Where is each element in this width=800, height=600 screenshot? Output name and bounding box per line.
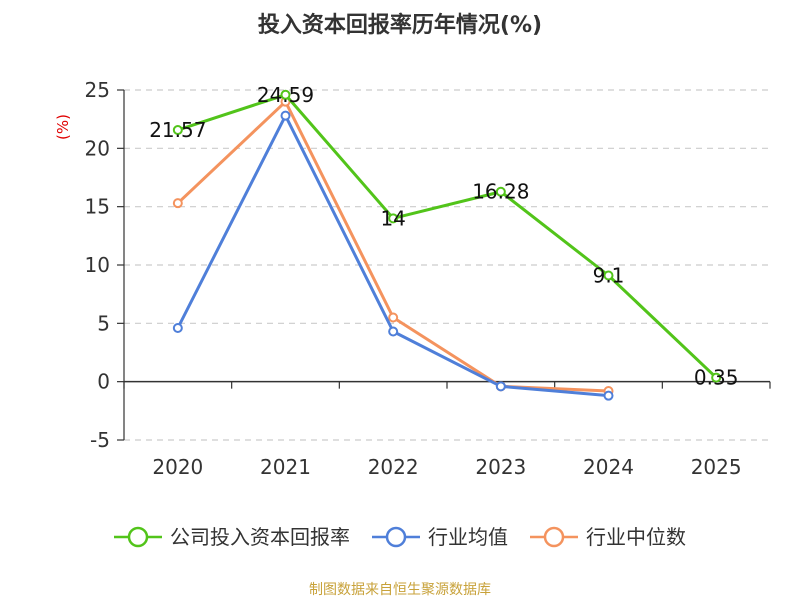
data-labels: 21.57 24.59 14 16.28 9.1 0.35 xyxy=(149,83,738,390)
x-tick-label: 2022 xyxy=(368,455,419,479)
y-tick-label: 10 xyxy=(85,253,110,277)
data-source-note: 制图数据来自恒生聚源数据库 xyxy=(309,582,491,598)
data-point xyxy=(172,125,183,136)
data-point xyxy=(172,198,183,209)
legend-label: 行业中位数 xyxy=(586,525,686,549)
y-tick-label: 15 xyxy=(85,195,110,219)
data-point xyxy=(603,270,614,281)
grid-lines xyxy=(124,89,770,441)
legend: 公司投入资本回报率 行业均值 行业中位数 xyxy=(114,525,686,549)
series-1 xyxy=(172,110,614,401)
data-point xyxy=(172,323,183,333)
legend-marker-icon xyxy=(543,526,565,548)
x-tick-label: 2020 xyxy=(152,455,203,479)
y-tick-label: 20 xyxy=(85,136,110,160)
x-tick-label: 2023 xyxy=(475,455,526,479)
legend-marker-icon xyxy=(385,526,407,548)
legend-label: 行业均值 xyxy=(428,525,508,549)
series-line xyxy=(176,100,609,393)
data-point xyxy=(495,381,506,392)
y-axis-unit: (%) xyxy=(54,114,72,140)
legend-item[interactable]: 行业均值 xyxy=(372,525,508,549)
y-tick-label: 5 xyxy=(97,311,110,335)
y-tick-label: -5 xyxy=(90,428,110,452)
y-tick-label: 0 xyxy=(97,370,110,394)
series-0 xyxy=(172,89,722,383)
data-point xyxy=(711,372,722,383)
data-label: 0.35 xyxy=(694,366,739,390)
legend-item[interactable]: 公司投入资本回报率 xyxy=(114,525,350,549)
data-label: 21.57 xyxy=(149,118,206,142)
data-label: 24.59 xyxy=(257,83,314,107)
series-line xyxy=(177,93,718,379)
legend-item[interactable]: 行业中位数 xyxy=(530,525,686,549)
x-tick-label: 2025 xyxy=(691,455,742,479)
legend-label: 公司投入资本回报率 xyxy=(170,525,350,549)
series-2 xyxy=(172,96,614,396)
data-point xyxy=(603,390,614,401)
series-line xyxy=(176,114,609,398)
x-tick-label: 2021 xyxy=(260,455,311,479)
data-label: 14 xyxy=(380,206,405,230)
data-point xyxy=(388,312,399,323)
data-point xyxy=(280,110,291,121)
data-point xyxy=(280,89,291,100)
series-layer xyxy=(172,89,722,401)
legend-marker-icon xyxy=(127,526,149,548)
axes: 25 20 15 10 5 0 -5 2020 2021 2022 2023 2024 2025 xyxy=(85,78,771,479)
data-point xyxy=(388,213,399,224)
data-point xyxy=(495,186,506,197)
y-tick-label: 25 xyxy=(85,78,110,102)
data-label: 9.1 xyxy=(593,264,625,288)
chart-title: 投入资本回报率历年情况(%) xyxy=(258,12,542,38)
x-tick-label: 2024 xyxy=(583,455,634,479)
data-label: 16.28 xyxy=(472,180,529,204)
data-point xyxy=(388,326,399,337)
